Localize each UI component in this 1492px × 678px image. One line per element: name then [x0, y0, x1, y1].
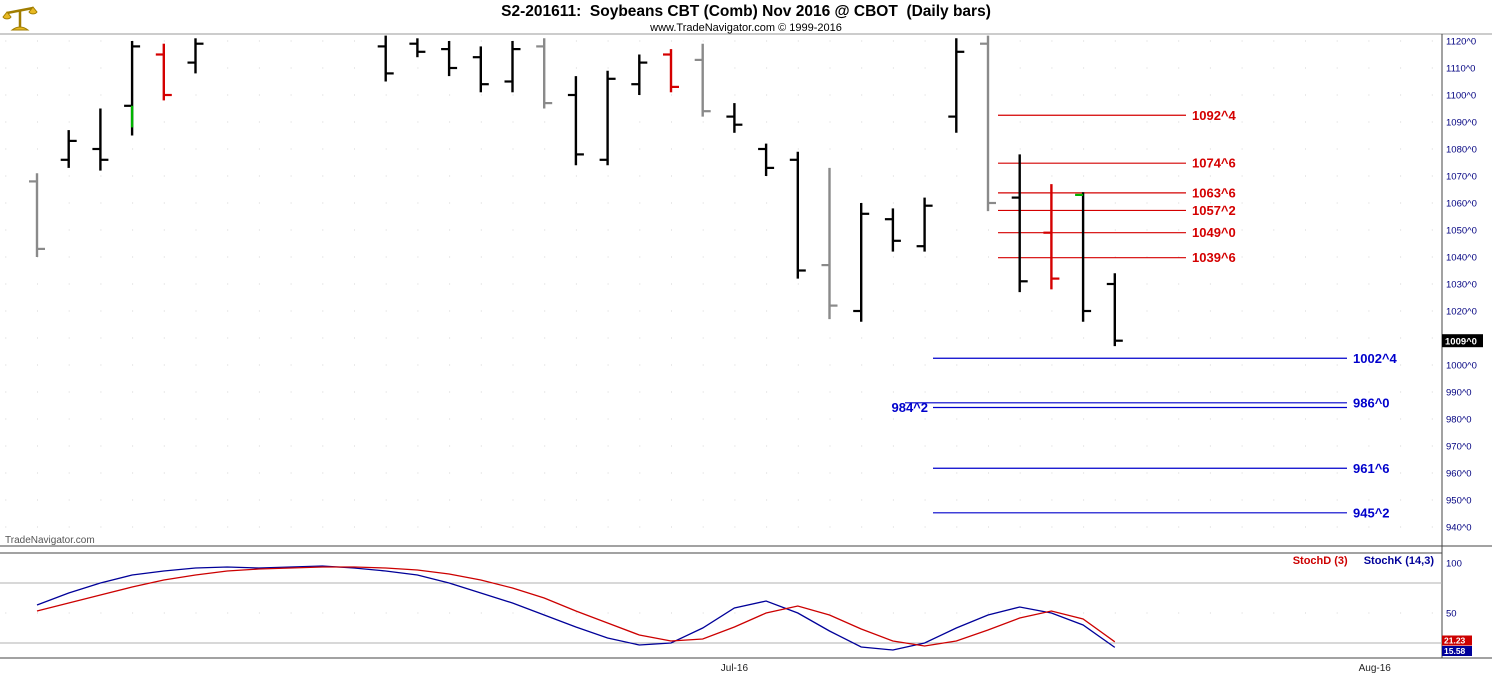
- resistance-label: 1049^0: [1192, 225, 1236, 240]
- resistance-label: 1074^6: [1192, 156, 1236, 171]
- price-axis-label: 980^0: [1446, 415, 1472, 426]
- price-axis-label: 1050^0: [1446, 226, 1477, 237]
- time-axis[interactable]: Jul-16 Aug-16: [721, 663, 1392, 674]
- stochd-label[interactable]: StochD (3): [1292, 555, 1348, 567]
- price-axis-label: 950^0: [1446, 496, 1472, 507]
- stochd-value: 21.23: [1444, 636, 1466, 646]
- resistance-label: 1057^2: [1192, 203, 1236, 218]
- price-axis-label: 1000^0: [1446, 361, 1477, 372]
- price-axis-label: 940^0: [1446, 523, 1472, 534]
- support-label: 961^6: [1353, 461, 1390, 476]
- last-price-box: [1442, 334, 1483, 348]
- chart-title: S2-201611: Soybeans CBT (Comb) Nov 2016 …: [501, 3, 991, 20]
- price-axis-label: 960^0: [1446, 469, 1472, 480]
- stochk-value-box: [1442, 646, 1472, 656]
- support-label: 984^2: [891, 400, 928, 415]
- stoch-axis-label: 50: [1446, 609, 1457, 620]
- price-axis-label: 1090^0: [1446, 118, 1477, 129]
- stochd-line[interactable]: [36, 566, 1116, 647]
- price-axis-label: 1020^0: [1446, 307, 1477, 318]
- resistance-label: 1092^4: [1192, 108, 1237, 123]
- indicator-legend: StochD (3) StochK (14,3): [1293, 555, 1434, 567]
- price-axis-label: 1070^0: [1446, 172, 1477, 183]
- resistance-label: 1063^6: [1192, 185, 1236, 200]
- stochd-value-box: [1442, 635, 1472, 646]
- price-bars-layer: [29, 35, 1123, 347]
- price-axis-label: 970^0: [1446, 442, 1472, 453]
- support-label: 986^0: [1353, 395, 1390, 410]
- price-axis-label: 1080^0: [1446, 145, 1477, 156]
- month-label: Aug-16: [1359, 663, 1392, 674]
- resistance-label: 1039^6: [1192, 250, 1236, 265]
- price-axis-label: 1060^0: [1446, 199, 1477, 210]
- stochk-label[interactable]: StochK (14,3): [1363, 555, 1434, 567]
- price-levels-layer: 1092^4 1074^6 1063^6 1057^2 1049^0 1039^6 1002…: [891, 108, 1397, 521]
- stochk-line[interactable]: [36, 565, 1116, 651]
- grid-dots: [5, 40, 1433, 614]
- price-axis-label: 1030^0: [1446, 280, 1477, 291]
- chart-subtitle: www.TradeNavigator.com © 1999-2016: [650, 22, 842, 34]
- month-label: Jul-16: [721, 663, 749, 674]
- price-axis-label: 1040^0: [1446, 253, 1477, 264]
- price-axis-label: 990^0: [1446, 388, 1472, 399]
- price-axis-label: 1110^0: [1446, 64, 1475, 75]
- stoch-axis-label: 100: [1446, 559, 1462, 570]
- price-axis-label: 1120^0: [1446, 37, 1476, 48]
- price-axis[interactable]: 940^0950^0960^0970^0980^0990^01000^01010…: [1442, 37, 1483, 534]
- last-price-label: 1009^0: [1445, 337, 1477, 348]
- support-label: 945^2: [1353, 505, 1390, 520]
- panel-borders: [0, 33, 1492, 659]
- support-label: 1002^4: [1353, 351, 1398, 366]
- stochk-value: 15.58: [1444, 646, 1466, 656]
- price-axis-label: 1100^0: [1446, 91, 1476, 102]
- watermark: TradeNavigator.com: [5, 535, 95, 546]
- tradenavigator-logo: [2, 6, 38, 31]
